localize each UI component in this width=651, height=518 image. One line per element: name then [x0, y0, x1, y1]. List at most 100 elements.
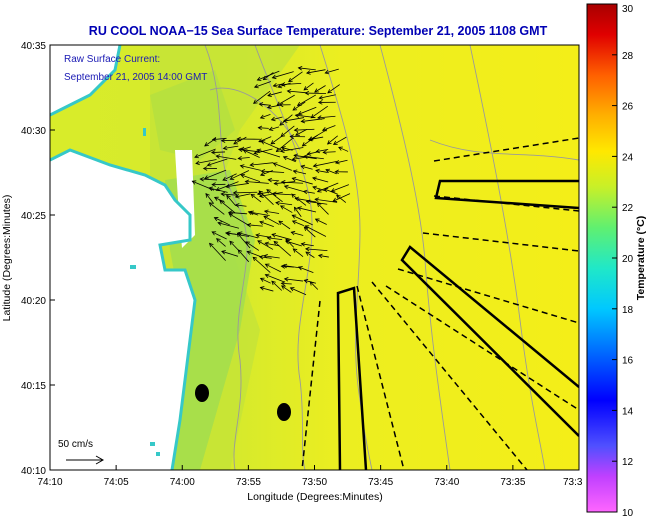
current-vector	[243, 149, 260, 158]
x-tick-label: 73:40	[434, 477, 459, 488]
current-vector-head	[294, 113, 300, 118]
current-vector	[309, 129, 328, 141]
land-mass-south	[50, 150, 195, 470]
current-vector	[297, 207, 317, 213]
y-axis: 40:35 40:30 40:25 40:20 40:15 40:10	[21, 41, 55, 477]
x-tick-label: 74:00	[170, 477, 195, 488]
current-vector-head	[290, 230, 296, 236]
current-vector	[241, 146, 251, 151]
current-vector-head	[300, 118, 306, 124]
current-vector	[250, 162, 274, 166]
current-vector	[304, 226, 316, 238]
current-vector	[290, 287, 307, 296]
current-vector	[229, 240, 239, 251]
colorbar-tick-label: 26	[622, 102, 634, 113]
current-vector-head	[264, 273, 270, 278]
current-vector-head	[290, 193, 296, 198]
current-vector-head	[253, 99, 258, 104]
current-vector-head	[244, 179, 250, 185]
current-vector-head	[270, 140, 276, 145]
current-vector	[226, 195, 237, 207]
cold-speck	[150, 442, 155, 446]
current-vector	[336, 195, 347, 203]
current-vector	[276, 137, 293, 152]
current-vector	[319, 94, 336, 99]
current-vector-head	[258, 190, 264, 195]
current-vector	[267, 91, 282, 97]
x-tick-label: 73:50	[302, 477, 327, 488]
current-vector	[235, 193, 251, 198]
current-vector-head	[191, 180, 197, 185]
current-vector-head	[279, 148, 285, 154]
current-vector	[228, 213, 249, 226]
current-vector-head	[222, 176, 228, 181]
current-vector-head	[215, 154, 221, 159]
current-vector	[265, 274, 285, 283]
current-vector-head	[260, 140, 266, 145]
current-vector-head	[293, 127, 299, 133]
current-vector	[314, 85, 326, 93]
current-vector-head	[246, 222, 252, 228]
current-vector-head	[305, 251, 311, 256]
current-vector-head	[280, 132, 286, 138]
radar-swath-boxes	[336, 179, 579, 470]
current-vector-head	[273, 181, 279, 186]
current-vector-head	[312, 163, 318, 168]
current-vector	[209, 202, 225, 215]
current-vector	[257, 70, 280, 81]
current-vector-head	[291, 220, 297, 225]
current-vector-head	[229, 240, 234, 246]
current-vector-head	[258, 254, 264, 260]
current-vector-head	[266, 235, 272, 241]
current-vector	[284, 185, 305, 193]
current-vector-head	[234, 203, 240, 208]
x-tick-label: 73:35	[500, 477, 525, 488]
current-vector-head	[237, 147, 243, 152]
y-axis-title: Latitude (Degrees:Minutes)	[1, 195, 13, 322]
current-vector	[325, 68, 339, 74]
current-vector-head	[271, 280, 276, 286]
current-vector-head	[234, 194, 240, 199]
chart-title: RU COOL NOAA−15 Sea Surface Temperature:…	[89, 24, 548, 38]
current-vector-head	[277, 83, 283, 89]
current-vector-head	[291, 214, 297, 219]
cold-speck	[130, 265, 136, 269]
current-vector	[276, 94, 295, 106]
current-vector-head	[247, 210, 253, 216]
current-vector	[315, 218, 327, 225]
colorbar-ticks: 30 28 26 24 22 20 18 16 14 12 10	[612, 3, 634, 518]
current-vector-head	[303, 154, 308, 159]
current-vector-head	[220, 191, 226, 197]
current-vector-head	[304, 225, 310, 230]
current-vector	[298, 266, 314, 274]
current-vector	[237, 249, 250, 263]
current-vector-head	[307, 136, 313, 142]
current-vector-head	[263, 209, 269, 214]
current-vector-head	[253, 83, 259, 89]
current-vector-head	[282, 118, 288, 123]
current-vector-head	[233, 140, 238, 145]
current-vector-head	[293, 206, 299, 212]
current-vector-head	[327, 89, 332, 94]
current-vector	[266, 189, 283, 203]
current-vector	[223, 145, 239, 149]
current-vector	[209, 243, 226, 261]
current-vector-head	[330, 188, 336, 193]
current-vector-head	[297, 206, 302, 211]
current-vector	[327, 135, 338, 145]
current-vector-head	[260, 169, 266, 174]
current-vector-head	[282, 155, 288, 161]
current-vector-head	[259, 114, 265, 119]
current-vector-head	[205, 193, 210, 198]
current-vector	[258, 127, 269, 129]
colorbar-tick-label: 16	[622, 356, 634, 367]
current-vector-head	[249, 210, 254, 215]
current-vector	[265, 263, 282, 273]
current-vector-head	[194, 153, 199, 159]
current-vector	[317, 115, 336, 119]
north-shore-fringe	[50, 45, 122, 117]
current-vector	[212, 137, 227, 141]
current-vector	[249, 211, 270, 216]
current-vector-head	[289, 287, 295, 292]
current-vector	[295, 129, 307, 136]
